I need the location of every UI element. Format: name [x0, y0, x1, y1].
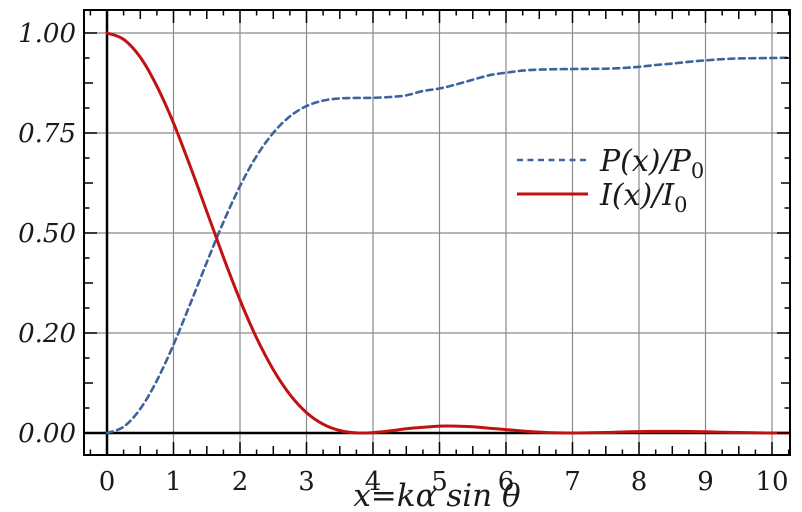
x-tick-labels: 0 1 2 3 4 5 6 7 8 9 10 [99, 467, 789, 497]
x-tick-label: 3 [298, 467, 315, 497]
y-tick-label: 0.20 [18, 319, 76, 349]
legend: P(x)/P0I(x)/I0 [517, 144, 704, 217]
curve-I(x)/I0 [105, 31, 790, 435]
x-tick-label: 0 [99, 467, 116, 497]
x-tick-label: 5 [431, 467, 448, 497]
curves [105, 31, 790, 435]
legend-entry-I: I(x)/I0 [517, 178, 688, 217]
legend-label-P: P(x)/P0 [599, 144, 704, 183]
gridlines [84, 10, 790, 455]
x-tick-label: 1 [165, 467, 182, 497]
axis-ticks [84, 10, 790, 455]
x-tick-label: 9 [697, 467, 714, 497]
legend-label-I: I(x)/I0 [599, 178, 688, 217]
curve-P(x)/P0 [105, 56, 790, 435]
x-tick-label: 10 [755, 467, 788, 497]
y-tick-label: 0.75 [18, 119, 76, 149]
x-tick-label: 8 [631, 467, 648, 497]
x-tick-label: 4 [365, 467, 382, 497]
x-tick-label: 6 [498, 467, 515, 497]
x-tick-label: 7 [564, 467, 581, 497]
y-tick-label: 1.00 [18, 19, 76, 49]
x-axis-title: x=kα sin θ [353, 478, 521, 512]
y-tick-label: 0.00 [18, 419, 76, 449]
y-tick-label: 0.50 [18, 219, 76, 249]
legend-entry-P: P(x)/P0 [517, 144, 704, 183]
x-tick-label: 2 [232, 467, 249, 497]
y-tick-labels: 0.00 0.20 0.50 0.75 1.00 [18, 19, 76, 449]
zero-axes [84, 10, 790, 455]
